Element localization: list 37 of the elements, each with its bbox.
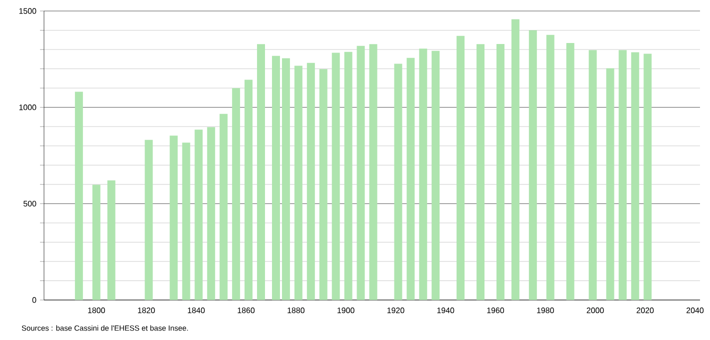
bar bbox=[344, 52, 352, 300]
bar bbox=[220, 114, 228, 300]
bar bbox=[272, 56, 280, 300]
bar bbox=[476, 44, 484, 300]
bar bbox=[319, 69, 328, 300]
bar bbox=[566, 42, 574, 300]
bar bbox=[144, 140, 153, 300]
bar bbox=[606, 68, 614, 300]
bar bbox=[182, 142, 190, 300]
bar bbox=[232, 88, 240, 300]
bar bbox=[528, 30, 537, 300]
bar bbox=[618, 50, 627, 300]
bar bbox=[306, 62, 315, 300]
bar bbox=[511, 19, 520, 300]
bar bbox=[244, 80, 253, 300]
bar bbox=[456, 36, 465, 300]
bar bbox=[74, 92, 83, 300]
bar bbox=[207, 127, 216, 300]
bar bbox=[294, 66, 302, 300]
bar bbox=[332, 52, 340, 300]
bar bbox=[194, 130, 203, 300]
bar bbox=[257, 44, 265, 300]
bar bbox=[588, 50, 597, 300]
bar bbox=[644, 54, 652, 300]
bar bbox=[631, 52, 640, 300]
bar bbox=[170, 136, 178, 300]
bar bbox=[369, 44, 378, 300]
bar bbox=[356, 46, 365, 300]
bar bbox=[432, 50, 440, 300]
bar bbox=[92, 184, 100, 300]
bar bbox=[394, 64, 402, 300]
bar bbox=[107, 180, 116, 300]
bar bbox=[546, 34, 554, 300]
bar bbox=[406, 58, 415, 300]
bar bbox=[419, 48, 428, 300]
bar bbox=[282, 58, 290, 300]
bar bbox=[496, 44, 504, 300]
